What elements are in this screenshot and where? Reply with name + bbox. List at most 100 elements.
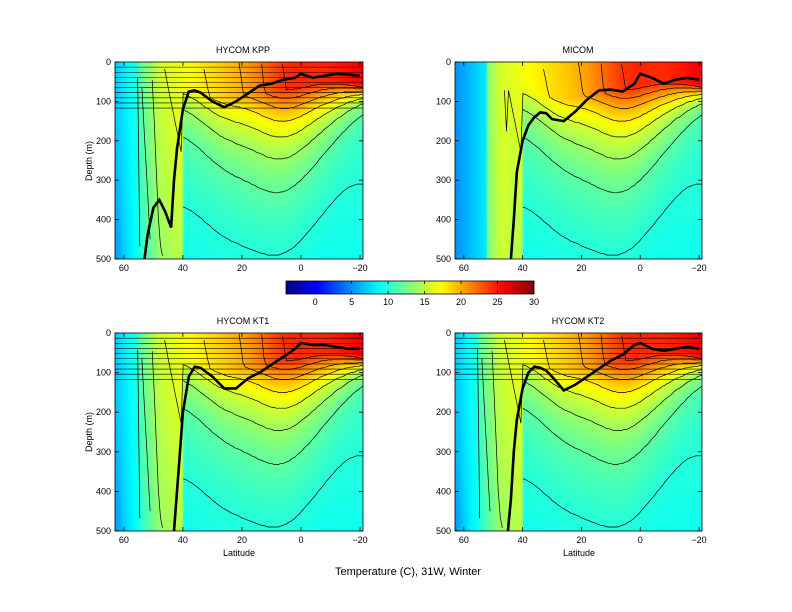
y-tick-label: 100 (96, 96, 111, 106)
x-tick-label: −20 (352, 535, 367, 545)
mixed-layer-depth-line (509, 72, 700, 260)
y-tick-label: 300 (436, 175, 451, 185)
isotherm-line (164, 340, 364, 424)
colorbar-tick-label: 15 (420, 297, 430, 307)
isotherm-line (477, 349, 702, 528)
y-axis-label: Depth (m) (84, 141, 94, 181)
x-tick-label: 40 (518, 263, 528, 273)
temperature-field-image (455, 62, 702, 259)
x-tick-label: 0 (298, 263, 303, 273)
mixed-layer-depth-line (143, 72, 361, 260)
y-tick-label: 400 (96, 215, 111, 225)
y-axis-label: Depth (m) (84, 412, 94, 452)
y-tick-label: 200 (96, 407, 111, 417)
axes-box (454, 61, 703, 260)
y-tick-label: 0 (446, 328, 451, 338)
mixed-layer-depth-line (506, 341, 700, 532)
y-tick-label: 400 (436, 486, 451, 496)
y-tick-label: 300 (96, 447, 111, 457)
colorbar-tick-label: 0 (313, 297, 318, 307)
y-tick-label: 100 (436, 368, 451, 378)
colorbar-tick-label: 25 (493, 297, 503, 307)
x-tick-label: 20 (576, 263, 586, 273)
x-tick-label: 40 (518, 535, 528, 545)
x-tick-label: 0 (638, 263, 643, 273)
isotherm-line (141, 87, 364, 240)
colorbar: 0 5 10 15 20 25 30 (285, 280, 539, 307)
isotherm-line (522, 103, 703, 160)
x-tick-label: 0 (638, 535, 643, 545)
y-tick-label: 0 (106, 57, 111, 67)
isotherm-line (504, 90, 703, 152)
x-tick-label: 40 (178, 263, 188, 273)
isotherm-line (151, 351, 364, 528)
isotherm-line (137, 349, 363, 528)
x-tick-label: 20 (237, 535, 247, 545)
y-tick-label: 500 (436, 526, 451, 536)
x-tick-label: −20 (691, 263, 706, 273)
x-tick-label: 20 (237, 263, 247, 273)
y-tick-label: 0 (106, 328, 111, 338)
x-tick-label: 60 (459, 263, 469, 273)
colorbar-frame (285, 280, 535, 295)
axes-box (114, 61, 364, 260)
isotherm-line (282, 335, 363, 362)
isotherm-line (600, 334, 702, 370)
temperature-field-image (115, 333, 363, 531)
y-tick-label: 400 (436, 215, 451, 225)
isotherm-line (600, 63, 702, 99)
y-tick-label: 500 (96, 254, 111, 264)
y-tick-label: 500 (96, 526, 111, 536)
colorbar-ticks: 0 5 10 15 20 25 30 (313, 281, 539, 307)
isotherm-line (504, 340, 703, 424)
panel-title: HYCOM KT1 (217, 316, 270, 326)
x-tick-label: 0 (298, 535, 303, 545)
x-tick-label: 60 (119, 535, 129, 545)
axes-box (114, 332, 364, 532)
isotherm-line (261, 334, 363, 370)
y-tick-label: 200 (96, 136, 111, 146)
isotherm-lines (504, 62, 703, 256)
y-tick-label: 400 (96, 486, 111, 496)
x-tick-label: −20 (691, 535, 706, 545)
x-axis-label: Latitude (223, 548, 255, 558)
colorbar-tick-label: 30 (529, 297, 539, 307)
colorbar-tick-label: 5 (349, 297, 354, 307)
x-tick-label: 60 (459, 535, 469, 545)
y-tick-label: 200 (436, 407, 451, 417)
colorbar-tick-label: 10 (383, 297, 393, 307)
figure-caption: Temperature (C), 31W, Winter (335, 566, 481, 578)
axes-box (454, 332, 703, 532)
isotherm-line (543, 69, 702, 122)
isotherm-line (203, 340, 363, 393)
isotherm-lines (115, 333, 364, 528)
isotherm-line (137, 78, 363, 256)
isotherm-line (543, 340, 702, 393)
x-tick-label: 60 (119, 263, 129, 273)
isotherm-lines (455, 333, 703, 528)
temperature-field-image (115, 62, 363, 259)
y-tick-label: 200 (436, 136, 451, 146)
y-tick-label: 100 (96, 368, 111, 378)
isotherm-line (141, 358, 364, 512)
isotherm-line (282, 64, 363, 90)
x-tick-label: 20 (576, 535, 586, 545)
isotherm-line (151, 80, 364, 256)
y-tick-label: 0 (446, 57, 451, 67)
temperature-field-image (455, 333, 702, 531)
x-axis-label: Latitude (563, 548, 595, 558)
y-tick-label: 100 (436, 96, 451, 106)
isotherm-line (621, 335, 702, 362)
x-tick-label: 40 (178, 535, 188, 545)
colorbar-gradient (286, 281, 534, 294)
y-tick-label: 500 (436, 254, 451, 264)
colorbar-tick-label: 20 (456, 297, 466, 307)
isotherm-line (578, 62, 702, 109)
isotherm-line (481, 358, 703, 512)
isotherm-line (491, 351, 703, 528)
